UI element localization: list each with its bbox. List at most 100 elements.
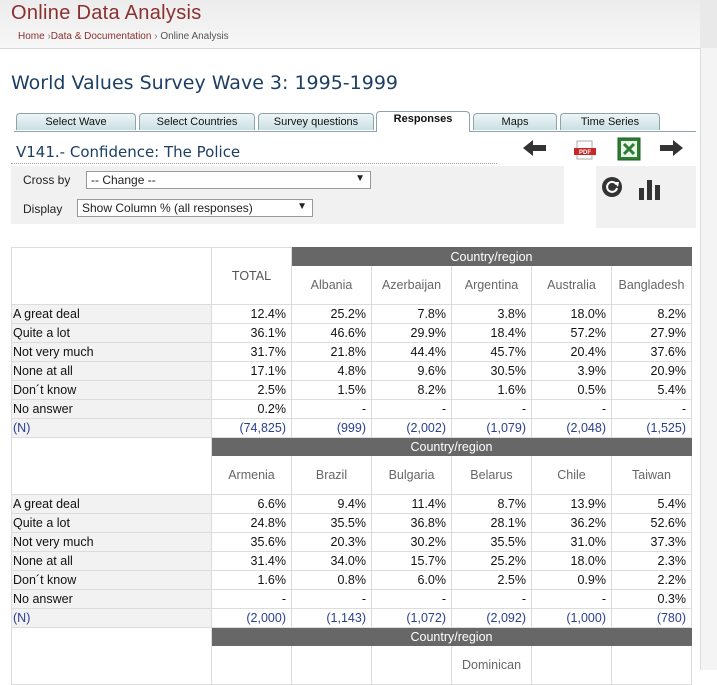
table-cell-value: (2,048) (531, 418, 612, 438)
table-row: Not very much 31.7% 21.8% 44.4% 45.7% 20.4% 37… (11, 342, 692, 362)
country-column-header[interactable] (211, 645, 292, 685)
country-column-header[interactable]: Belarus (451, 455, 532, 495)
country-column-header[interactable]: Dominican (451, 645, 532, 685)
country-column-header[interactable]: Azerbaijan (371, 265, 452, 305)
table-cell-value: 0.8% (291, 570, 372, 590)
arrow-left-icon[interactable] (523, 139, 547, 157)
country-group-header: Country/region (291, 247, 692, 266)
country-column-header[interactable] (531, 645, 612, 685)
country-column-header[interactable]: Australia (531, 265, 612, 305)
table-cell-value: 3.9% (531, 361, 612, 381)
breadcrumb: Home ›Data & Documentation › Online Anal… (18, 31, 229, 42)
response-row-label: None at all (11, 551, 212, 571)
sample-size-row: (N) (2,000) (1,143) (1,072) (2,092) (1,000) (7… (11, 608, 692, 628)
table-cell-value: 8.2% (611, 304, 692, 324)
response-row-label: Not very much (11, 342, 212, 362)
table-cell-value: 9.4% (291, 494, 372, 514)
arrow-right-icon[interactable] (660, 139, 684, 157)
table-cell-value: 20.3% (291, 532, 372, 552)
crossby-selected-value: -- Change -- (91, 173, 156, 187)
tab-maps[interactable]: Maps (473, 113, 557, 130)
table-row: A great deal 6.6% 9.4% 11.4% 8.7% 13.9% 5.4% (11, 494, 692, 514)
table-cell-value: (74,825) (211, 418, 292, 438)
response-row-label: A great deal (11, 304, 212, 324)
table-cell-value: 18.0% (531, 551, 612, 571)
country-group-header-row: Country/region (11, 627, 692, 685)
country-column-header[interactable] (611, 645, 692, 685)
table-cell-value: 0.2% (211, 399, 292, 419)
country-column-header[interactable] (371, 645, 452, 685)
analysis-controls: Cross by -- Change -- ▼ Display Show Col… (11, 166, 564, 224)
response-row-label: No answer (11, 399, 212, 419)
table-cell-value: 1.6% (451, 380, 532, 400)
table-cell-value: 30.5% (451, 361, 532, 381)
country-column-header[interactable]: Bulgaria (371, 455, 452, 495)
table-cell-value: - (611, 399, 692, 419)
table-cell-value: (1,143) (291, 608, 372, 628)
country-column-header[interactable]: Albania (291, 265, 372, 305)
display-select[interactable]: Show Column % (all responses) ▼ (77, 199, 313, 217)
table-cell-value: 17.1% (211, 361, 292, 381)
variable-title-divider (11, 163, 497, 164)
pdf-label: PDF (579, 150, 591, 156)
table-cell-value: 46.6% (291, 323, 372, 343)
table-row: No answer 0.2% - - - - - (11, 399, 692, 419)
tab-select-wave[interactable]: Select Wave (16, 113, 136, 130)
response-row-label: Quite a lot (11, 323, 212, 343)
table-cell-value: 0.9% (531, 570, 612, 590)
breadcrumb-separator: › (44, 31, 51, 42)
tab-select-countries[interactable]: Select Countries (139, 113, 255, 130)
table-cell-value: - (451, 589, 532, 609)
table-cell-value: 44.4% (371, 342, 452, 362)
table-row: Don´t know 1.6% 0.8% 6.0% 2.5% 0.9% 2.2% (11, 570, 692, 590)
vertical-scrollbar[interactable] (700, 0, 717, 670)
country-column-header[interactable]: Argentina (451, 265, 532, 305)
country-column-header[interactable] (291, 645, 372, 685)
table-row: Quite a lot 24.8% 35.5% 36.8% 28.1% 36.2% 52.6… (11, 513, 692, 533)
crossby-select[interactable]: -- Change -- ▼ (86, 171, 371, 189)
country-header-row: Armenia Brazil Bulgaria Belarus Chile Taiwan (12, 455, 692, 495)
country-column-header[interactable]: Armenia (211, 455, 292, 495)
table-cell-value: 5.4% (611, 380, 692, 400)
table-cell-value: 18.4% (451, 323, 532, 343)
table-cell-value: 35.6% (211, 532, 292, 552)
table-row: Not very much 35.6% 20.3% 30.2% 35.5% 31.0% 37… (11, 532, 692, 552)
table-cell-value: 9.6% (371, 361, 452, 381)
display-selected-value: Show Column % (all responses) (82, 201, 253, 215)
table-cell-value: - (291, 589, 372, 609)
view-tools (596, 166, 696, 228)
table-cell-value: 2.2% (611, 570, 692, 590)
refresh-icon[interactable] (601, 176, 623, 198)
table-row: A great deal 12.4% 25.2% 7.8% 3.8% 18.0% 8.2% (11, 304, 692, 324)
response-row-label: Don´t know (11, 380, 212, 400)
response-row-label: Don´t know (11, 570, 212, 590)
table-row: None at all 31.4% 34.0% 15.7% 25.2% 18.0% 2.3% (11, 551, 692, 571)
tab-responses[interactable]: Responses (376, 111, 470, 132)
country-column-header[interactable]: Brazil (291, 455, 372, 495)
excel-icon[interactable] (617, 137, 641, 161)
variable-title: V141.- Confidence: The Police (16, 143, 241, 161)
breadcrumb-data-docs-link[interactable]: Data & Documentation (50, 31, 152, 42)
table-cell-value: 2.5% (451, 570, 532, 590)
breadcrumb-home-link[interactable]: Home (18, 31, 45, 42)
country-column-header[interactable]: Bangladesh (611, 265, 692, 305)
table-cell-value: 36.1% (211, 323, 292, 343)
table-cell-value: 45.7% (451, 342, 532, 362)
country-group-header: Country/region (211, 627, 692, 646)
pdf-icon[interactable]: PDF (574, 140, 596, 160)
tab-time-series[interactable]: Time Series (560, 113, 660, 130)
table-cell-value: 31.0% (531, 532, 612, 552)
table-row: None at all 17.1% 4.8% 9.6% 30.5% 3.9% 20.9% (11, 361, 692, 381)
table-cell-value: 24.8% (211, 513, 292, 533)
table-row: No answer - - - - -0.3% (11, 589, 692, 609)
country-column-header[interactable]: Taiwan (611, 455, 692, 495)
table-cell-value: - (211, 589, 292, 609)
country-group-header-row: TOTAL Country/region (11, 247, 692, 305)
table-cell-value: 28.1% (451, 513, 532, 533)
response-row-label: A great deal (11, 494, 212, 514)
bar-chart-icon[interactable] (638, 178, 662, 200)
tab-survey-questions[interactable]: Survey questions (258, 113, 374, 130)
tab-bar: Select Wave Select Countries Survey ques… (14, 111, 696, 132)
table-cell-value: 6.6% (211, 494, 292, 514)
country-column-header[interactable]: Chile (531, 455, 612, 495)
